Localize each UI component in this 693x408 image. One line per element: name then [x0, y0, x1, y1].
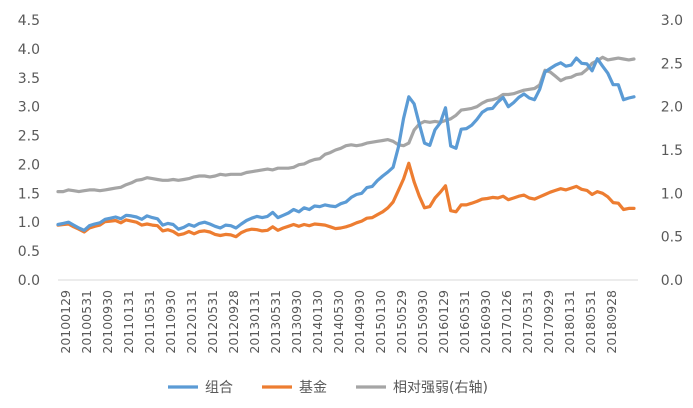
x-axis-tick-label: 20120928	[226, 290, 241, 354]
x-axis-tick-label: 20140530	[331, 290, 346, 354]
series-lines	[56, 55, 636, 239]
left-axis-ticks: 0.0 0.5 1.0 1.5 2.0 2.5 3.0 3.5 4.0 4.5	[18, 13, 40, 289]
legend-label: 组合	[205, 380, 233, 396]
left-axis-tick-label: 0.0	[18, 273, 40, 289]
left-axis-tick-label: 1.0	[18, 215, 40, 231]
right-axis-ticks: 0.0 0.5 1.0 1.5 2.0 2.5 3.0	[661, 13, 683, 289]
x-axis-tick-label: 20170929	[541, 290, 556, 354]
series-line-2	[56, 55, 636, 194]
x-axis-tick-label: 20140130	[310, 290, 325, 354]
x-axis-tick-label: 20170531	[520, 290, 535, 354]
right-axis-tick-label: 0.5	[661, 230, 683, 246]
right-axis-tick-label: 1.0	[661, 186, 683, 202]
series-line-0	[56, 56, 636, 232]
x-axis-tick-label: 20110930	[163, 290, 178, 354]
legend-label: 基金	[299, 379, 327, 396]
x-axis-tick-label: 20150529	[394, 290, 409, 354]
left-axis-tick-label: 4.0	[18, 42, 40, 58]
left-axis-tick-label: 3.5	[18, 71, 40, 87]
left-axis-tick-label: 2.5	[18, 129, 40, 145]
x-axis-tick-label: 20160930	[478, 290, 493, 354]
x-axis-tick-label: 20110531	[142, 290, 157, 354]
x-axis-tick-label: 20180531	[583, 290, 598, 354]
legend: 组合 基金 相对强弱(右轴)	[168, 379, 488, 396]
x-axis-tick-label: 20150130	[373, 290, 388, 354]
x-axis-tick-label: 20120131	[184, 290, 199, 354]
x-axis-tick-label: 20100930	[100, 290, 115, 354]
right-axis-tick-label: 2.0	[661, 100, 683, 116]
x-axis-tick-label: 20100531	[79, 290, 94, 354]
x-axis-tick-label: 20100129	[58, 290, 73, 354]
left-axis-tick-label: 0.5	[18, 244, 40, 260]
x-axis-tick-label: 20130930	[289, 290, 304, 354]
right-axis-tick-label: 3.0	[661, 13, 683, 29]
left-axis-tick-label: 3.0	[18, 100, 40, 116]
x-axis-tick-label: 20120531	[205, 290, 220, 354]
left-axis-tick-label: 4.5	[18, 13, 40, 29]
x-axis-ticks: 20100129 20100531 20100930 20110131 20110531…	[58, 290, 619, 354]
right-axis-tick-label: 1.5	[661, 143, 683, 159]
x-axis-tick-label: 20160531	[457, 290, 472, 354]
x-axis-tick-label: 20110131	[121, 290, 136, 354]
x-axis-tick-label: 20180928	[604, 290, 619, 354]
x-axis-tick-label: 20130131	[247, 290, 262, 354]
x-axis-tick-label: 20160129	[436, 290, 451, 354]
x-axis-tick-label: 20150930	[415, 290, 430, 354]
x-axis-tick-label: 20170126	[499, 290, 514, 354]
x-axis-tick-label: 20130531	[268, 290, 283, 354]
x-axis-tick-label: 20180131	[562, 290, 577, 354]
right-axis-tick-label: 0.0	[661, 273, 683, 289]
left-axis-tick-label: 1.5	[18, 186, 40, 202]
series-line-1	[56, 161, 636, 239]
left-axis-tick-label: 2.0	[18, 157, 40, 173]
x-axis-tick-label: 20140930	[352, 290, 367, 354]
legend-label: 相对强弱(右轴)	[393, 380, 488, 396]
right-axis-tick-label: 2.5	[661, 56, 683, 72]
